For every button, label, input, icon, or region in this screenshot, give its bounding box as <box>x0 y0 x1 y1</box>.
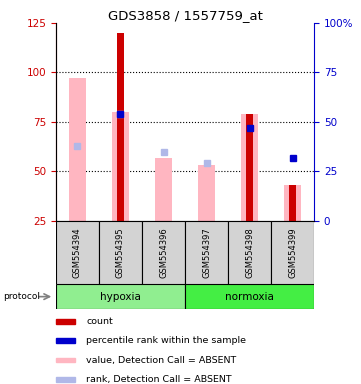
Bar <box>69 78 86 221</box>
Text: GSM554397: GSM554397 <box>202 227 211 278</box>
Text: GSM554396: GSM554396 <box>159 227 168 278</box>
Bar <box>56 338 75 343</box>
Text: rank, Detection Call = ABSENT: rank, Detection Call = ABSENT <box>86 375 232 384</box>
Bar <box>56 377 75 382</box>
Text: GSM554395: GSM554395 <box>116 227 125 278</box>
Text: GSM554394: GSM554394 <box>73 227 82 278</box>
Text: count: count <box>86 316 113 326</box>
Text: value, Detection Call = ABSENT: value, Detection Call = ABSENT <box>86 356 237 364</box>
Bar <box>246 114 253 221</box>
Text: hypoxia: hypoxia <box>100 291 141 302</box>
FancyBboxPatch shape <box>142 221 185 284</box>
FancyBboxPatch shape <box>228 221 271 284</box>
FancyBboxPatch shape <box>271 221 314 284</box>
Title: GDS3858 / 1557759_at: GDS3858 / 1557759_at <box>108 9 262 22</box>
Text: protocol: protocol <box>4 292 40 301</box>
Bar <box>284 185 301 221</box>
Bar <box>155 157 172 221</box>
Bar <box>56 319 75 324</box>
Bar <box>112 112 129 221</box>
FancyBboxPatch shape <box>56 284 185 309</box>
Bar <box>198 166 215 221</box>
Text: GSM554399: GSM554399 <box>288 227 297 278</box>
Bar <box>56 358 75 362</box>
Text: GSM554398: GSM554398 <box>245 227 254 278</box>
Bar <box>241 114 258 221</box>
FancyBboxPatch shape <box>185 284 314 309</box>
Bar <box>117 33 124 221</box>
Text: normoxia: normoxia <box>225 291 274 302</box>
FancyBboxPatch shape <box>185 221 228 284</box>
FancyBboxPatch shape <box>56 221 99 284</box>
FancyBboxPatch shape <box>99 221 142 284</box>
Bar <box>289 185 296 221</box>
Text: percentile rank within the sample: percentile rank within the sample <box>86 336 247 345</box>
